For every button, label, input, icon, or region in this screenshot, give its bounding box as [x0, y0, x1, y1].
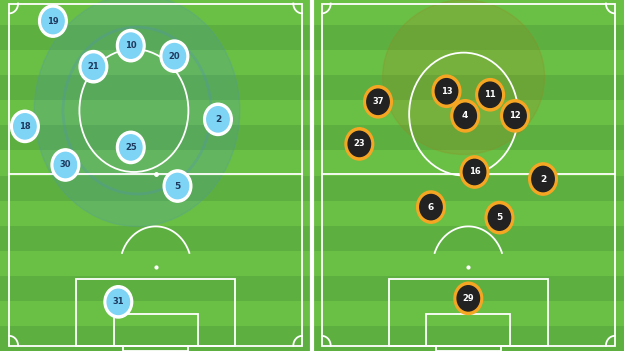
Bar — [313, 0, 624, 25]
Text: 12: 12 — [509, 111, 521, 120]
Circle shape — [14, 114, 36, 139]
Bar — [313, 276, 624, 301]
Bar — [0, 226, 311, 251]
Bar — [313, 226, 624, 251]
Circle shape — [461, 156, 489, 188]
Bar — [123, 346, 188, 351]
Bar — [0, 25, 311, 50]
Text: 21: 21 — [87, 62, 99, 71]
Circle shape — [207, 107, 229, 132]
Circle shape — [436, 79, 458, 104]
Circle shape — [479, 82, 501, 107]
Circle shape — [117, 131, 145, 164]
Bar — [313, 50, 624, 75]
Bar — [389, 279, 548, 346]
Circle shape — [488, 205, 510, 230]
Circle shape — [504, 103, 526, 128]
Circle shape — [367, 89, 389, 114]
Text: 13: 13 — [441, 87, 452, 96]
Bar — [0, 251, 311, 276]
Circle shape — [163, 170, 192, 202]
Circle shape — [500, 100, 529, 132]
Bar — [313, 125, 624, 151]
Bar — [313, 326, 624, 351]
Text: 18: 18 — [19, 122, 31, 131]
Bar — [313, 251, 624, 276]
Circle shape — [51, 149, 80, 181]
Text: 2: 2 — [540, 174, 546, 184]
Circle shape — [107, 289, 130, 314]
Circle shape — [345, 128, 374, 160]
Circle shape — [120, 33, 142, 58]
Bar — [313, 75, 624, 100]
Bar — [114, 314, 198, 346]
Text: 5: 5 — [496, 213, 502, 222]
Text: 25: 25 — [125, 143, 137, 152]
Circle shape — [82, 54, 105, 79]
Circle shape — [529, 163, 557, 195]
Text: 6: 6 — [428, 203, 434, 212]
Bar — [0, 125, 311, 151]
Text: 29: 29 — [462, 294, 474, 303]
Bar — [0, 151, 311, 176]
Bar — [0, 200, 311, 226]
Circle shape — [54, 152, 77, 178]
Circle shape — [39, 5, 67, 37]
Text: 10: 10 — [125, 41, 137, 50]
Circle shape — [464, 159, 485, 185]
Bar — [0, 326, 311, 351]
Circle shape — [454, 103, 476, 128]
Text: 16: 16 — [469, 167, 480, 177]
Circle shape — [451, 100, 479, 132]
Circle shape — [432, 75, 461, 107]
Bar — [313, 176, 624, 200]
Bar — [0, 176, 311, 200]
Circle shape — [11, 110, 39, 143]
Bar — [313, 151, 624, 176]
Circle shape — [42, 8, 64, 34]
Circle shape — [120, 135, 142, 160]
Circle shape — [117, 29, 145, 62]
Bar — [0, 301, 311, 326]
Circle shape — [420, 194, 442, 220]
Circle shape — [417, 191, 446, 223]
Circle shape — [160, 40, 188, 72]
Circle shape — [475, 79, 504, 111]
Text: 20: 20 — [168, 52, 180, 61]
Bar — [0, 276, 311, 301]
Text: 2: 2 — [215, 115, 221, 124]
Text: 37: 37 — [373, 97, 384, 106]
Bar — [313, 100, 624, 125]
Text: 11: 11 — [484, 90, 496, 99]
Circle shape — [104, 286, 133, 318]
Circle shape — [163, 44, 185, 69]
Ellipse shape — [383, 0, 545, 154]
Circle shape — [485, 201, 514, 234]
Text: 23: 23 — [354, 139, 365, 148]
Circle shape — [79, 51, 108, 83]
Text: 5: 5 — [174, 181, 180, 191]
Bar — [436, 346, 501, 351]
Circle shape — [364, 86, 392, 118]
Bar — [313, 25, 624, 50]
Bar — [426, 314, 510, 346]
Bar — [313, 200, 624, 226]
Circle shape — [457, 286, 479, 311]
Circle shape — [454, 282, 482, 314]
Circle shape — [348, 131, 371, 157]
Text: 4: 4 — [462, 111, 469, 120]
Text: 30: 30 — [60, 160, 71, 170]
Circle shape — [532, 166, 554, 192]
Text: 31: 31 — [112, 297, 124, 306]
Bar — [0, 75, 311, 100]
Text: 19: 19 — [47, 16, 59, 26]
Bar — [313, 301, 624, 326]
Circle shape — [203, 103, 232, 135]
Bar — [0, 50, 311, 75]
Bar — [76, 279, 235, 346]
Circle shape — [34, 0, 240, 226]
Circle shape — [166, 173, 188, 199]
Bar — [0, 100, 311, 125]
Bar — [0, 0, 311, 25]
